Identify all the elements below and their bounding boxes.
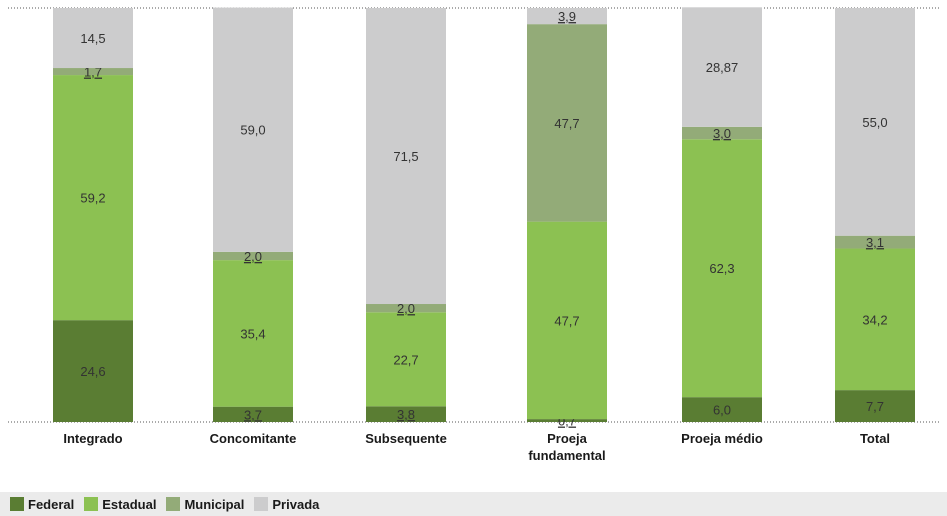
legend-label: Estadual <box>102 496 157 512</box>
bar-segment <box>213 260 293 407</box>
bar-segment <box>366 312 446 407</box>
legend-label: Federal <box>28 496 75 512</box>
bar-segment <box>682 139 762 398</box>
bar-segment <box>682 7 762 127</box>
bar-segment <box>527 8 607 25</box>
data-label: 3,8 <box>397 407 415 422</box>
legend-swatch <box>10 497 24 511</box>
legend-label: Municipal <box>184 496 245 512</box>
legend-item: Municipal <box>166 497 244 512</box>
data-label: 2,0 <box>244 249 262 264</box>
data-label: 71,5 <box>393 149 418 164</box>
legend-swatch <box>166 497 181 511</box>
bar-segment <box>682 126 762 140</box>
bars-group: 24,6 59,2 1,7 14,5 3,7 35,4 2,0 59,0 3,8 22,7 2,0 7… <box>53 7 915 429</box>
data-label: 55,0 <box>862 115 887 130</box>
category-label: Total <box>860 431 890 446</box>
bar-segment <box>53 320 133 422</box>
data-label: 6,0 <box>713 403 731 418</box>
category-label: Integrado <box>63 431 122 446</box>
data-label: 3,9 <box>558 9 576 24</box>
data-label: 59,2 <box>80 191 105 206</box>
category-label: Subsequente <box>365 431 447 446</box>
data-label: 1,7 <box>84 65 102 80</box>
bar-segment <box>213 7 293 252</box>
bar-segment <box>53 68 133 76</box>
data-label: 34,2 <box>862 312 887 327</box>
legend-item: Privada <box>254 497 319 512</box>
category-labels: Integrado Concomitante Subsequente Proeja fu… <box>63 431 890 463</box>
data-label: 28,87 <box>706 60 739 75</box>
legend-swatch <box>84 497 99 511</box>
bar-segment <box>213 251 293 261</box>
bar-segment <box>835 390 915 422</box>
category-label: Proeja médio <box>681 431 763 446</box>
data-label: 24,6 <box>80 364 105 379</box>
data-label: 3,0 <box>713 126 731 141</box>
bar-segment <box>366 8 446 305</box>
bar-segment <box>53 8 133 69</box>
data-label: 14,5 <box>80 31 105 46</box>
data-label: 35,4 <box>240 326 265 341</box>
bar-segment <box>527 419 607 422</box>
data-label: 47,7 <box>554 313 579 328</box>
bar-segment <box>527 221 607 420</box>
bar-segment <box>835 8 915 236</box>
legend-label: Privada <box>272 496 320 512</box>
legend-item: Federal <box>10 497 74 512</box>
legend-item: Estadual <box>84 497 156 512</box>
data-label: 3,1 <box>866 235 884 250</box>
data-label: 47,7 <box>554 116 579 131</box>
bar-segment <box>53 75 133 321</box>
bar-segment <box>835 248 915 391</box>
bar-segment <box>682 397 762 422</box>
bar-segment <box>213 406 293 422</box>
data-label: 62,3 <box>709 261 734 276</box>
data-label: 2,0 <box>397 301 415 316</box>
category-label: Concomitante <box>210 431 297 446</box>
stacked-bar-chart: 24,6 59,2 1,7 14,5 3,7 35,4 2,0 59,0 3,8 22,7 2,0 7… <box>8 7 940 463</box>
data-label: 3,7 <box>244 407 262 422</box>
bar-segment <box>527 24 607 222</box>
data-label: 22,7 <box>393 352 418 367</box>
data-label: 59,0 <box>240 123 265 138</box>
bar-segment <box>835 235 915 249</box>
data-label: 7,7 <box>866 399 884 414</box>
bar-segment <box>366 406 446 422</box>
legend-swatch <box>254 497 269 511</box>
legend: Federal Estadual Municipal Privada <box>0 492 947 516</box>
bar-segment <box>366 304 446 313</box>
category-label: Proeja <box>547 431 588 446</box>
category-label: fundamental <box>528 448 605 463</box>
